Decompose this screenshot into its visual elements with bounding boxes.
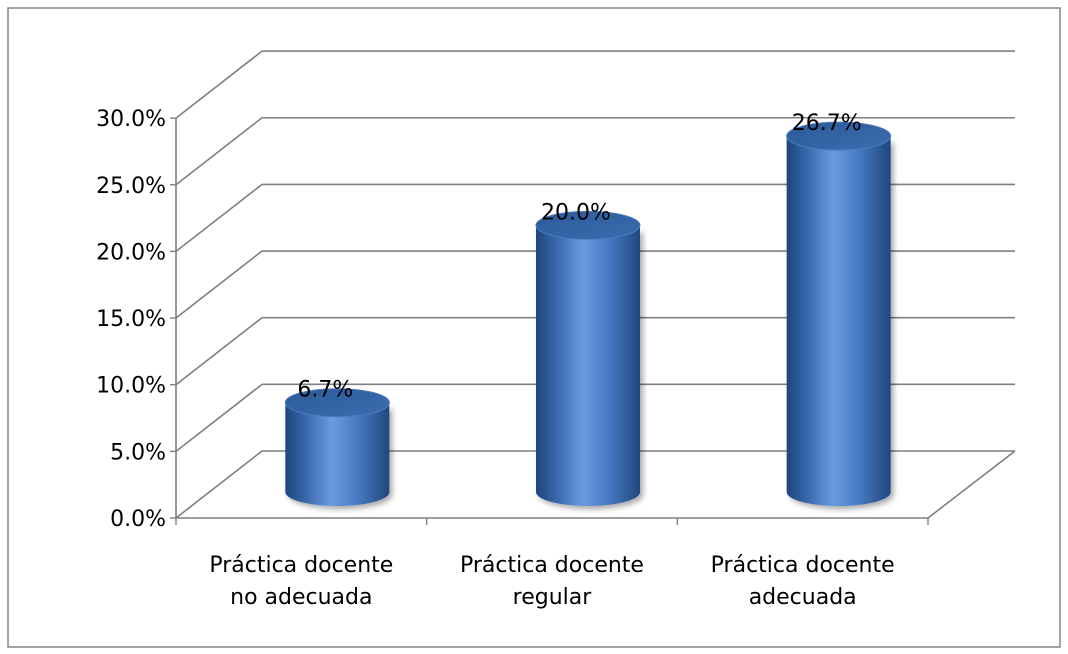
y-tick-label: 0.0% bbox=[110, 507, 166, 532]
x-tick-label-line: Práctica docente bbox=[711, 553, 895, 578]
y-tick-label: 5.0% bbox=[110, 440, 166, 465]
y-tick-label: 15.0% bbox=[96, 307, 166, 332]
bar-top bbox=[284, 388, 390, 418]
gridline-side bbox=[175, 250, 263, 319]
bar-top bbox=[786, 121, 892, 151]
x-tick-label: Práctica docente adecuada bbox=[711, 553, 895, 610]
gridline-side bbox=[175, 383, 263, 452]
x-tick-label-line: regular bbox=[513, 585, 593, 610]
y-tick-label: 30.0% bbox=[96, 107, 166, 132]
gridline-side bbox=[175, 317, 263, 386]
bars bbox=[284, 121, 892, 507]
bar-cylinder bbox=[536, 225, 640, 506]
data-label: 20.0% bbox=[541, 200, 611, 225]
y-tick-label: 10.0% bbox=[96, 374, 166, 399]
x-tick-label: Práctica docente regular bbox=[460, 553, 644, 610]
y-tick-label: 20.0% bbox=[96, 240, 166, 265]
bar-cylinder bbox=[786, 136, 891, 507]
bar-top bbox=[535, 210, 641, 240]
x-tick-label-line: adecuada bbox=[749, 585, 857, 610]
bar-cylinder bbox=[285, 402, 390, 507]
gridline-side bbox=[175, 183, 263, 253]
data-label: 26.7% bbox=[792, 111, 862, 136]
gridline-side bbox=[175, 117, 263, 186]
gridline-side bbox=[175, 50, 263, 119]
y-tick-label: 25.0% bbox=[96, 174, 166, 199]
x-tick-label-line: Práctica docente bbox=[209, 553, 393, 578]
axes bbox=[170, 117, 929, 525]
x-tick-label: Práctica docente no adecuada bbox=[209, 553, 393, 610]
data-label: 6.7% bbox=[297, 378, 353, 403]
y-tick-labels: 0.0% 5.0% 10.0% 15.0% 20.0% 25.0% 30.0% bbox=[96, 107, 166, 532]
x-tick-label-line: Práctica docente bbox=[460, 553, 644, 578]
x-tick-label-line: no adecuada bbox=[230, 585, 372, 610]
data-labels: 6.7% 20.0% 26.7% bbox=[297, 111, 861, 403]
gridline-side bbox=[175, 450, 263, 519]
